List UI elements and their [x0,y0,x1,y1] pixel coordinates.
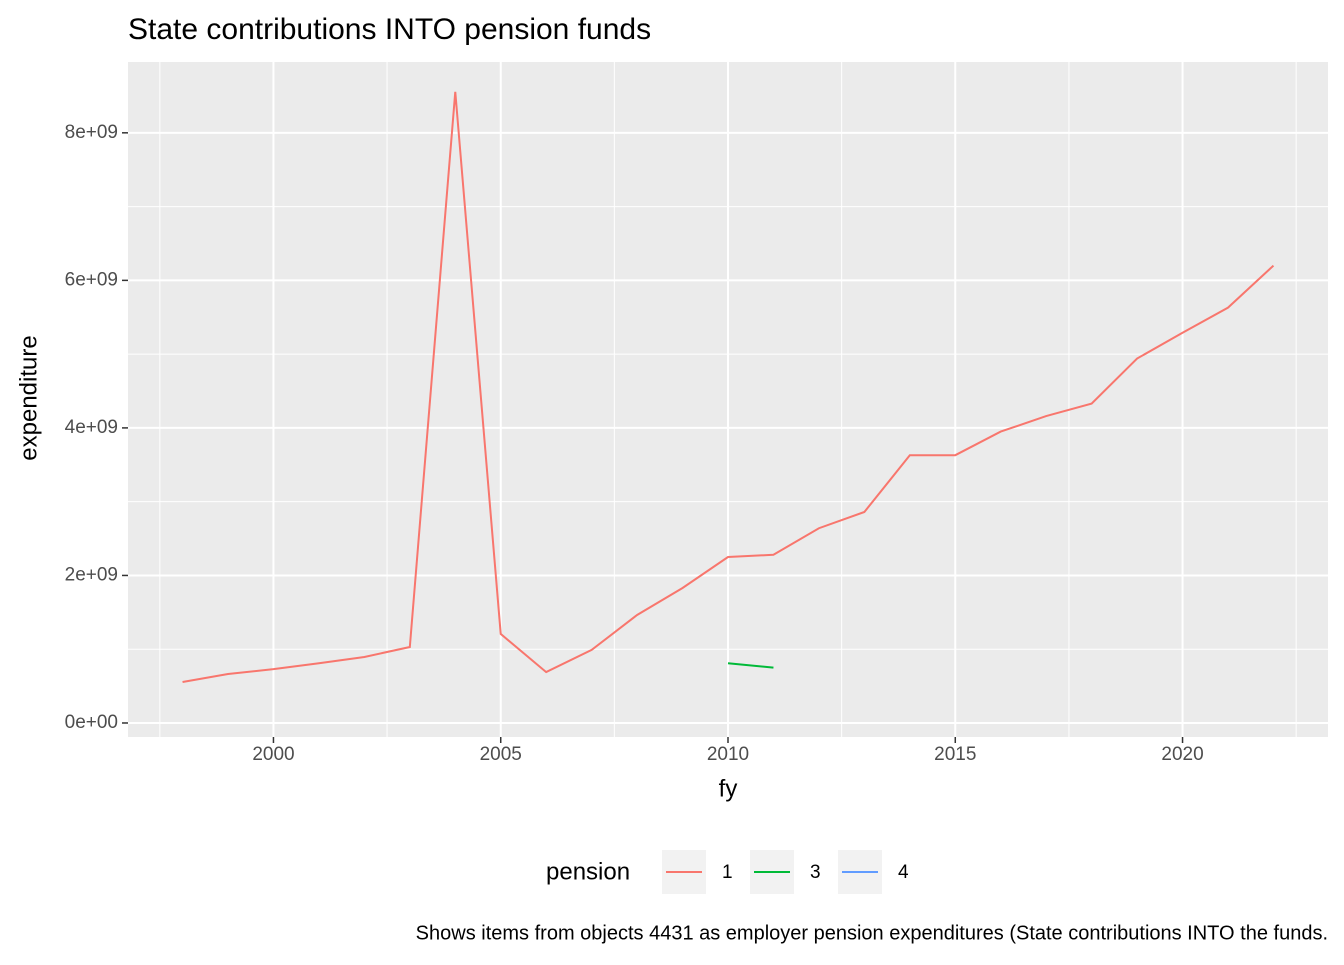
y-tick-label: 6e+09 [65,269,118,290]
x-tick-label: 2005 [480,744,522,765]
x-axis-title: fy [719,775,738,802]
caption: Shows items from objects 4431 as employe… [416,922,1328,944]
series-line [182,91,1275,683]
legend-label: 3 [810,862,821,883]
legend-title: pension [546,858,630,885]
x-tick-label: 2010 [707,744,749,765]
y-tick-label: 0e+00 [65,712,118,733]
series-line [727,662,774,669]
y-tick-label: 2e+09 [65,564,118,585]
x-tick-label: 2000 [252,744,294,765]
legend-label: 4 [898,862,909,883]
chart-title: State contributions INTO pension funds [128,13,651,46]
y-tick-label: 4e+09 [65,417,118,438]
y-tick-label: 8e+09 [65,122,118,143]
x-tick-label: 2015 [934,744,976,765]
y-axis-title: expenditure [15,335,42,460]
legend-label: 1 [722,862,733,883]
x-tick-label: 2020 [1161,744,1203,765]
